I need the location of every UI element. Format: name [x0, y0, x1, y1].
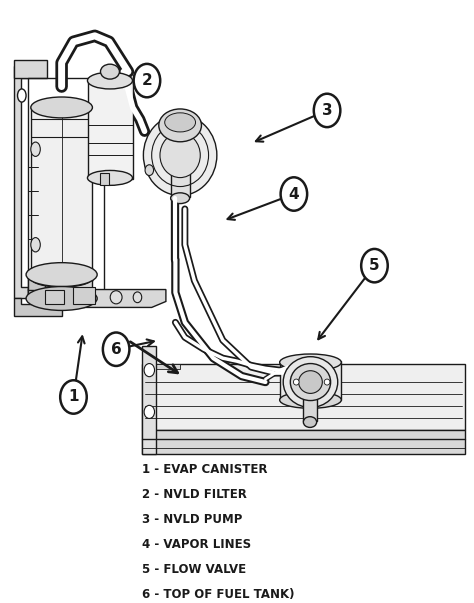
Ellipse shape: [144, 364, 155, 377]
Bar: [303, 398, 317, 421]
Ellipse shape: [171, 193, 190, 204]
Ellipse shape: [293, 379, 299, 385]
Polygon shape: [142, 364, 465, 430]
Bar: [100, 173, 109, 185]
Text: 5 - FLOW VALVE: 5 - FLOW VALVE: [142, 563, 246, 576]
Bar: [73, 286, 95, 305]
Text: 2 - NVLD FILTER: 2 - NVLD FILTER: [142, 488, 247, 500]
Ellipse shape: [31, 269, 92, 287]
Polygon shape: [142, 346, 156, 453]
Ellipse shape: [165, 113, 195, 132]
Ellipse shape: [280, 391, 341, 408]
Ellipse shape: [100, 64, 119, 79]
Ellipse shape: [145, 165, 154, 175]
Circle shape: [134, 64, 160, 97]
Ellipse shape: [280, 354, 341, 371]
Bar: [280, 361, 341, 400]
Text: 4: 4: [289, 186, 299, 201]
Bar: [31, 107, 92, 280]
Text: 6: 6: [111, 342, 121, 357]
Polygon shape: [28, 274, 45, 289]
Polygon shape: [142, 430, 465, 453]
Ellipse shape: [159, 109, 201, 142]
Bar: [88, 81, 133, 179]
Bar: [45, 289, 64, 305]
Ellipse shape: [87, 72, 132, 89]
Text: 2: 2: [142, 73, 152, 88]
Ellipse shape: [299, 371, 322, 393]
Ellipse shape: [290, 364, 331, 400]
Text: 1 - EVAP CANISTER: 1 - EVAP CANISTER: [142, 463, 268, 476]
Ellipse shape: [110, 291, 122, 304]
Circle shape: [103, 332, 129, 366]
Circle shape: [314, 93, 340, 127]
Ellipse shape: [31, 238, 40, 252]
Ellipse shape: [87, 171, 132, 185]
Ellipse shape: [31, 142, 40, 156]
Ellipse shape: [31, 97, 92, 118]
Text: 5: 5: [369, 258, 380, 273]
Ellipse shape: [283, 357, 337, 408]
Ellipse shape: [26, 263, 97, 286]
Text: 3: 3: [322, 103, 332, 118]
Polygon shape: [14, 66, 28, 298]
Ellipse shape: [18, 89, 26, 102]
Text: 4 - VAPOR LINES: 4 - VAPOR LINES: [142, 538, 251, 551]
Text: 6 - TOP OF FUEL TANK): 6 - TOP OF FUEL TANK): [142, 588, 295, 601]
Text: 1: 1: [68, 390, 79, 405]
Polygon shape: [156, 364, 180, 369]
Ellipse shape: [303, 417, 317, 428]
Polygon shape: [14, 298, 62, 317]
Circle shape: [60, 380, 87, 414]
Text: 3 - NVLD PUMP: 3 - NVLD PUMP: [142, 513, 243, 526]
Ellipse shape: [324, 379, 330, 385]
Ellipse shape: [26, 286, 97, 311]
Circle shape: [361, 249, 388, 282]
Ellipse shape: [133, 292, 142, 303]
Polygon shape: [14, 60, 47, 78]
Bar: [171, 161, 190, 197]
Circle shape: [281, 177, 307, 210]
Bar: [31, 274, 92, 298]
Ellipse shape: [144, 405, 155, 418]
Ellipse shape: [143, 115, 217, 195]
Polygon shape: [28, 289, 166, 308]
Ellipse shape: [160, 133, 200, 178]
